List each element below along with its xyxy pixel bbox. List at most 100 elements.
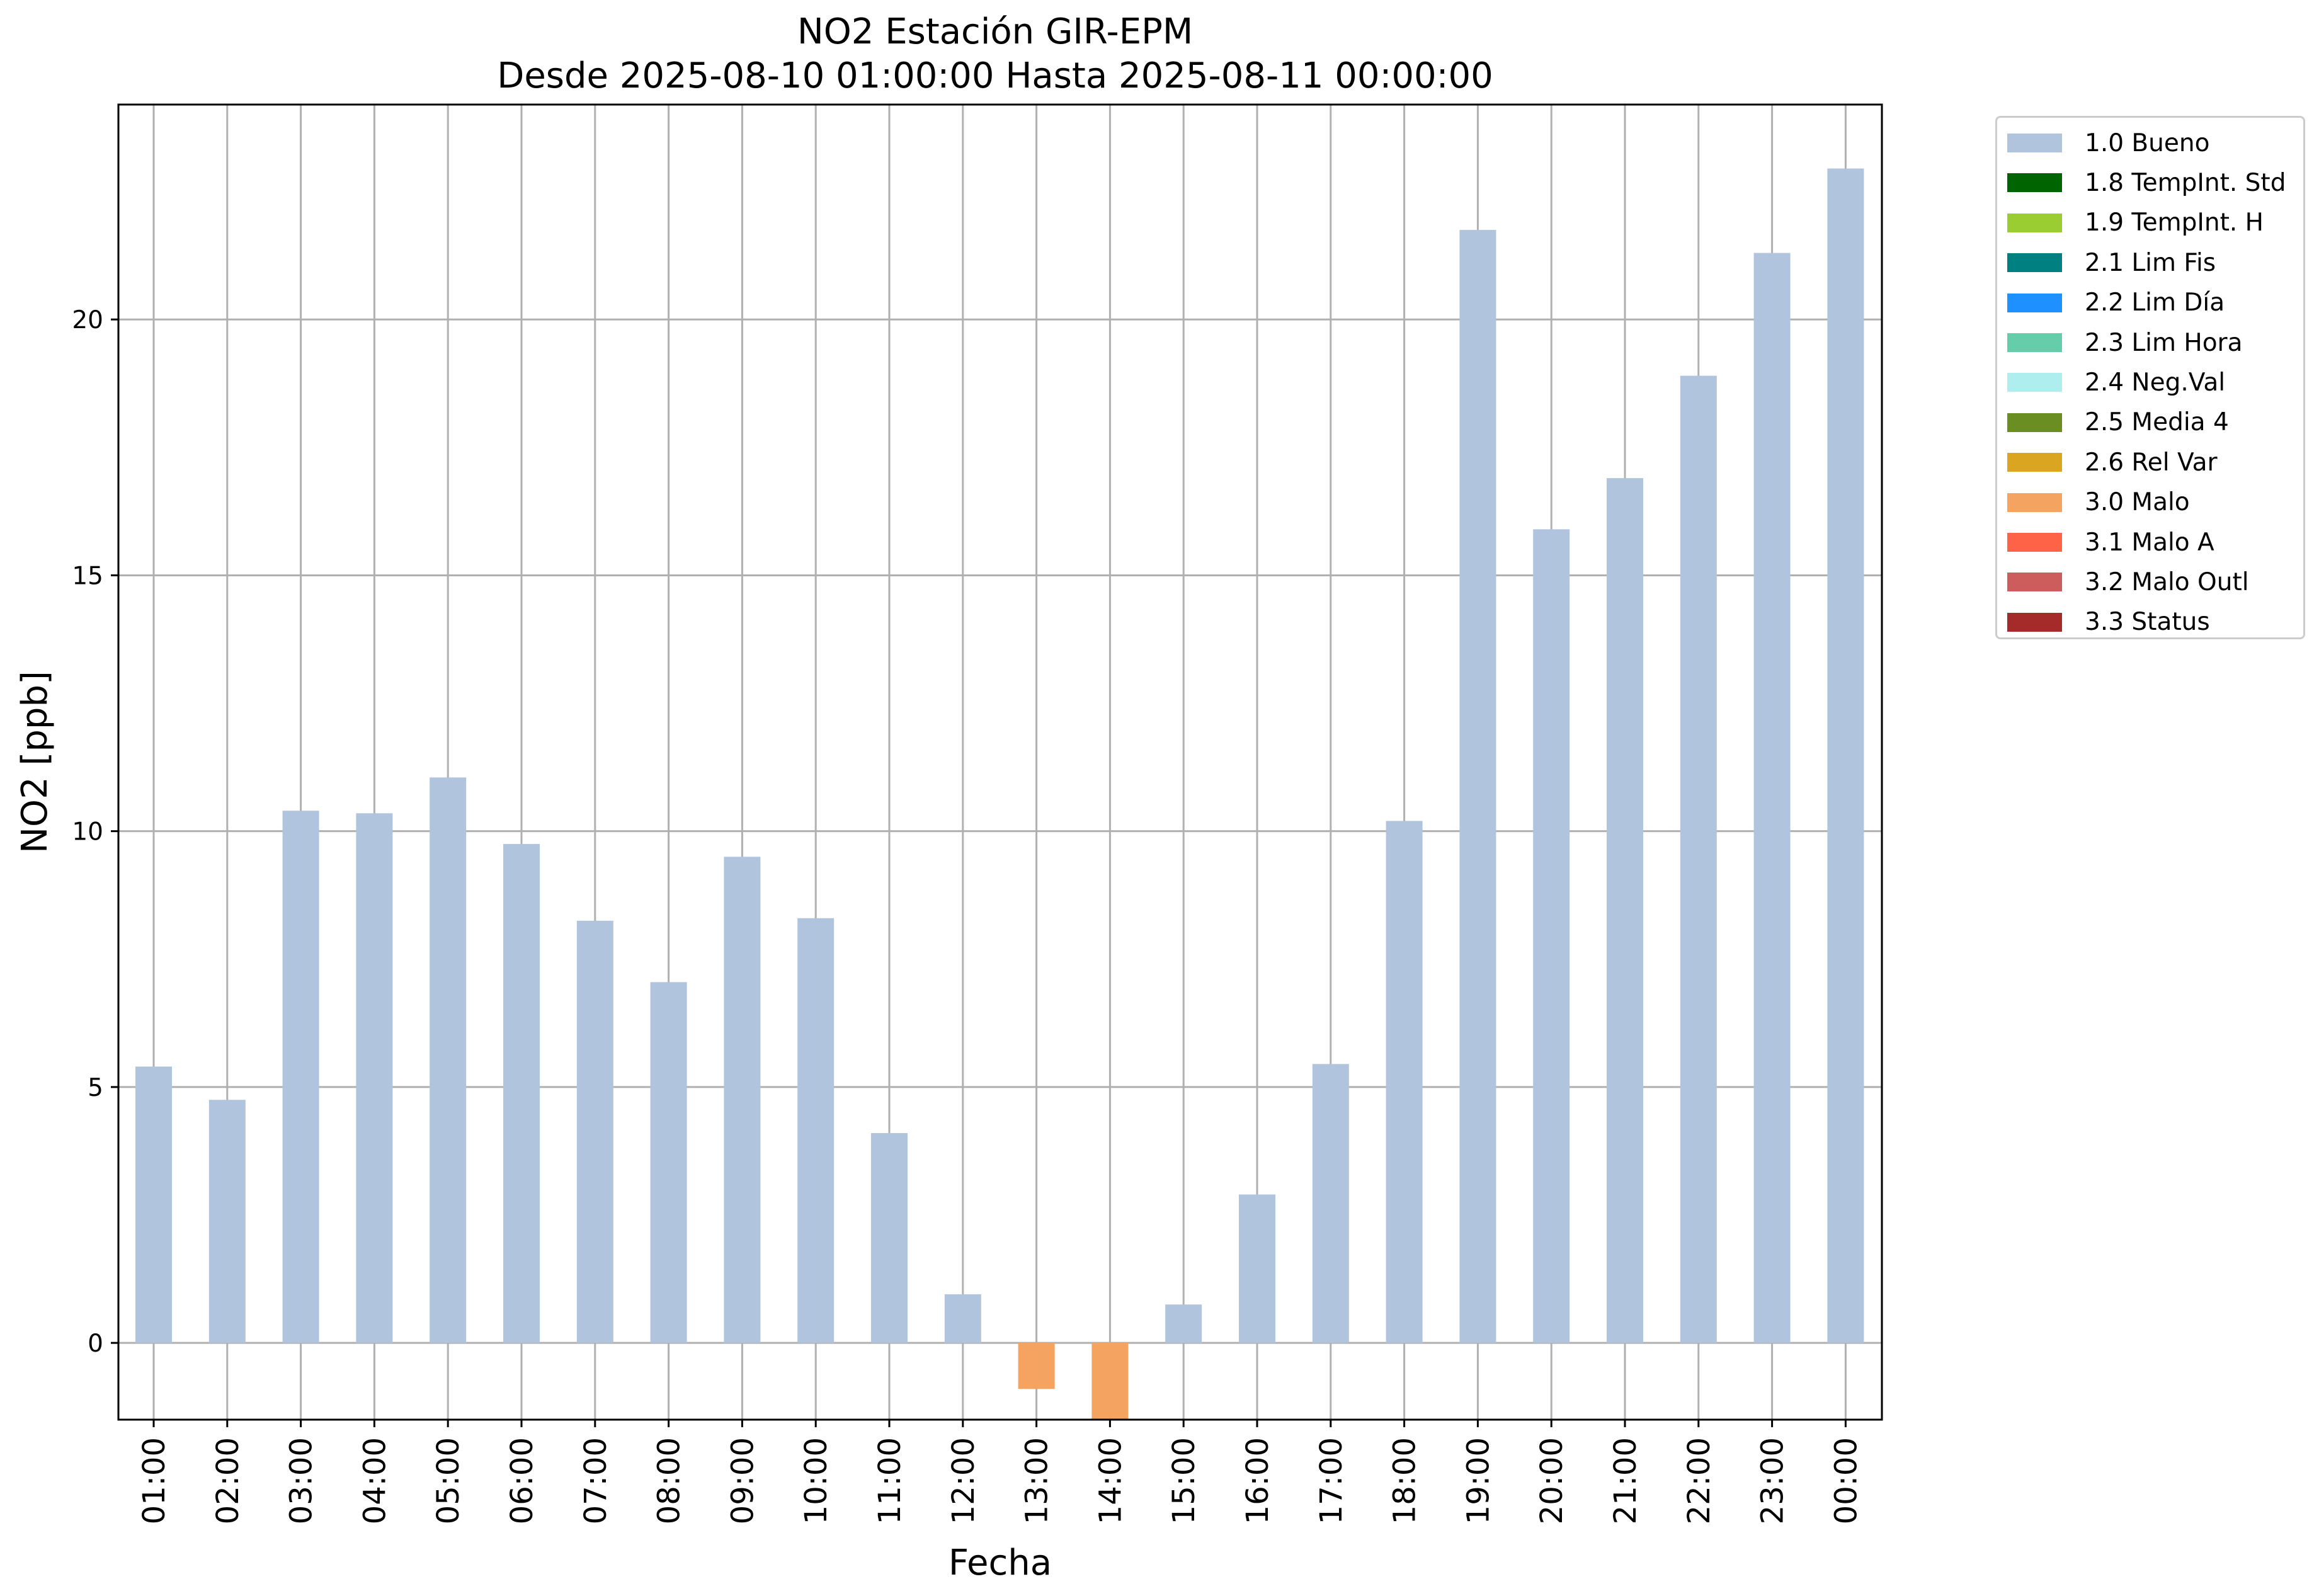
x-tick-label: 16:00 (1240, 1437, 1275, 1524)
bar-0300 (282, 811, 319, 1343)
x-tick-label: 02:00 (210, 1437, 246, 1524)
bar-0200 (208, 1100, 246, 1343)
legend-label: 3.3 Status (2085, 608, 2210, 637)
legend-item: 1.8 TempInt. Std (2007, 168, 2286, 198)
legend-swatch (2007, 573, 2062, 592)
bar-0400 (356, 813, 393, 1343)
y-tick-label: 10 (72, 818, 103, 846)
legend-item: 2.1 Lim Fis (2007, 248, 2216, 278)
bar-2000 (1533, 529, 1570, 1343)
x-tick-label: 06:00 (504, 1437, 540, 1524)
legend-item: 2.5 Media 4 (2007, 408, 2229, 438)
bar-1100 (871, 1133, 908, 1343)
x-tick-label: 14:00 (1093, 1437, 1128, 1524)
legend-item: 2.2 Lim Día (2007, 288, 2225, 318)
legend-swatch (2007, 333, 2062, 352)
legend-swatch (2007, 293, 2062, 312)
x-tick-label: 00:00 (1828, 1437, 1864, 1524)
bar-0500 (430, 777, 467, 1343)
x-tick-label: 12:00 (946, 1437, 981, 1524)
x-tick-label: 11:00 (872, 1437, 908, 1524)
bar-2200 (1680, 375, 1717, 1343)
legend-label: 2.2 Lim Día (2085, 288, 2225, 317)
y-tick-label: 15 (72, 562, 103, 590)
bar-1500 (1165, 1304, 1202, 1343)
x-tick-label: 04:00 (357, 1437, 392, 1524)
chart-title: NO2 Estación GIR-EPM (797, 11, 1194, 52)
y-tick-label: 20 (72, 306, 103, 334)
bar-0000 (1827, 168, 1864, 1343)
bar-1200 (944, 1294, 981, 1343)
x-tick-label: 09:00 (725, 1437, 760, 1524)
x-tick-label: 18:00 (1387, 1437, 1423, 1524)
plot-frame (117, 103, 1883, 1421)
legend-item: 1.9 TempInt. H (2007, 208, 2264, 238)
y-tick-label: 5 (88, 1074, 103, 1102)
x-tick-label: 17:00 (1314, 1437, 1349, 1524)
x-axis-label: Fecha (949, 1542, 1052, 1583)
bar-2100 (1607, 478, 1643, 1343)
legend-swatch (2007, 413, 2062, 432)
legend-swatch (2007, 253, 2062, 273)
legend-swatch (2007, 533, 2062, 552)
x-tick-label: 13:00 (1020, 1437, 1055, 1524)
legend-item: 3.1 Malo A (2007, 527, 2214, 557)
legend-swatch (2007, 453, 2062, 472)
bar-0600 (503, 843, 540, 1343)
legend-swatch (2007, 173, 2062, 193)
bar-1000 (797, 918, 835, 1343)
legend-item: 3.2 Malo Outl (2007, 567, 2249, 597)
x-tick-label: 07:00 (578, 1437, 613, 1524)
x-tick-label: 20:00 (1534, 1437, 1570, 1524)
legend-item: 3.0 Malo (2007, 487, 2190, 518)
bar-1900 (1459, 230, 1496, 1343)
bar-1400 (1091, 1343, 1129, 1420)
x-tick-label: 15:00 (1166, 1437, 1202, 1524)
bar-1600 (1239, 1194, 1275, 1343)
legend-item: 2.4 Neg.Val (2007, 367, 2225, 397)
y-axis-label: NO2 [ppb] (14, 671, 55, 853)
legend-label: 3.2 Malo Outl (2085, 567, 2249, 596)
legend-item: 3.3 Status (2007, 607, 2210, 637)
bar-2300 (1753, 253, 1791, 1343)
legend: 1.0 Bueno 1.8 TempInt. Std 1.9 TempInt. H 2… (1995, 116, 2305, 639)
x-tick-label: 22:00 (1682, 1437, 1717, 1524)
bar-1700 (1312, 1064, 1349, 1343)
bar-0900 (724, 857, 761, 1343)
x-tick-label: 03:00 (284, 1437, 319, 1524)
legend-label: 3.0 Malo (2085, 488, 2190, 517)
legend-label: 2.4 Neg.Val (2085, 368, 2226, 397)
legend-label: 2.1 Lim Fis (2085, 248, 2216, 277)
x-tick-label: 19:00 (1461, 1437, 1496, 1524)
legend-label: 1.8 TempInt. Std (2085, 168, 2286, 197)
legend-label: 2.3 Lim Hora (2085, 328, 2243, 357)
legend-label: 1.0 Bueno (2085, 128, 2210, 157)
bar-1300 (1018, 1343, 1055, 1389)
bar-0700 (576, 920, 613, 1343)
x-tick-label: 10:00 (799, 1437, 834, 1524)
legend-item: 2.3 Lim Hora (2007, 328, 2243, 358)
x-tick-label: 23:00 (1755, 1437, 1791, 1524)
legend-item: 2.6 Rel Var (2007, 447, 2218, 477)
legend-swatch (2007, 134, 2062, 152)
legend-swatch (2007, 373, 2062, 392)
x-ticks: 01:00 02:00 03:00 04:00 05:00 06:00 07:00 08:00… (137, 1420, 1864, 1524)
chart-subtitle: Desde 2025-08-10 01:00:00 Hasta 2025-08-… (497, 55, 1493, 96)
x-tick-label: 21:00 (1608, 1437, 1643, 1524)
y-tick-label: 0 (88, 1330, 103, 1358)
legend-label: 3.1 Malo A (2085, 528, 2214, 557)
legend-swatch (2007, 213, 2062, 232)
x-tick-label: 08:00 (652, 1437, 687, 1524)
bar-0800 (650, 982, 687, 1343)
bars (135, 168, 1864, 1420)
x-tick-label: 01:00 (137, 1437, 172, 1524)
legend-label: 2.5 Media 4 (2085, 408, 2229, 437)
x-tick-label: 05:00 (431, 1437, 466, 1524)
legend-label: 1.9 TempInt. H (2085, 208, 2264, 237)
legend-label: 2.6 Rel Var (2085, 448, 2218, 477)
y-ticks: 0 5 10 15 20 (72, 306, 118, 1358)
legend-item: 1.0 Bueno (2007, 128, 2209, 158)
bar-0100 (135, 1066, 172, 1343)
legend-swatch (2007, 493, 2062, 512)
